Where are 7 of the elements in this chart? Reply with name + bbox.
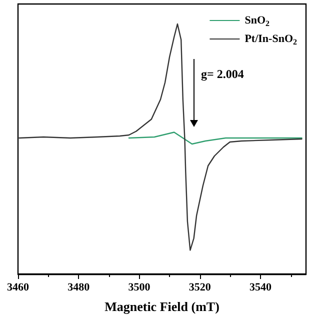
x-tick-label: 3520 [188,282,212,294]
annotation: g= 2.004 [201,67,244,82]
x-tick-label: 3500 [128,282,151,294]
x-tick-label: 3480 [68,282,90,294]
x-axis-title: Magnetic Field (mT) [104,299,220,314]
x-tick-label: 3460 [7,282,30,294]
x-tick-label: 3540 [250,282,272,294]
